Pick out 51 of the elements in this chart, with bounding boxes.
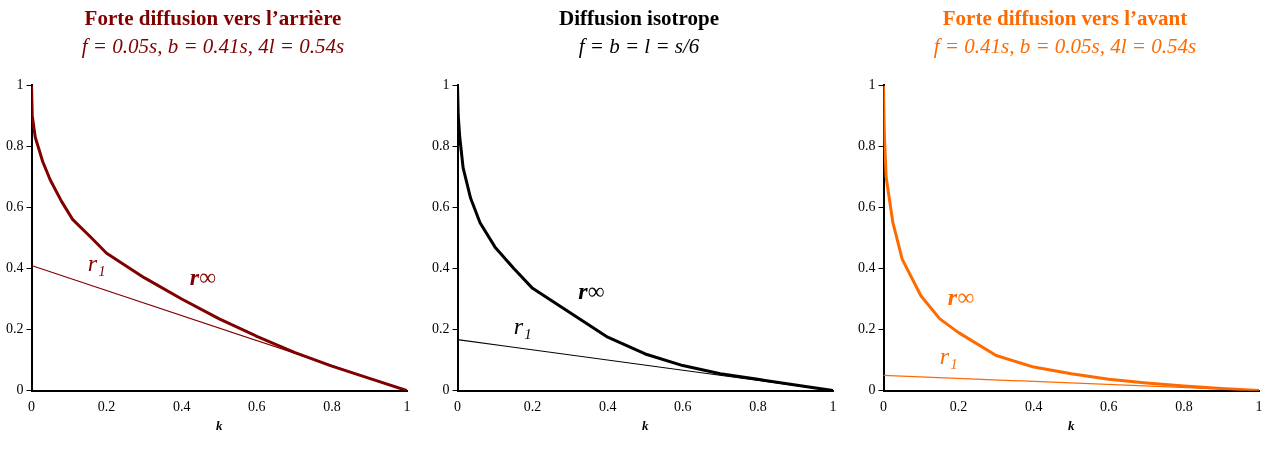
x-tick-label: 1 xyxy=(829,398,837,414)
x-tick-label: 0.8 xyxy=(1175,398,1193,414)
y-tick-label: 0.2 xyxy=(858,321,876,337)
x-tick-label: 0 xyxy=(28,398,35,414)
chart-title: Forte diffusion vers l’arrière xyxy=(84,6,342,32)
chart-subtitle: f = 0.41s, b = 0.05s, 4l = 0.54s xyxy=(933,34,1197,60)
series-label: r∞ xyxy=(578,277,605,304)
x-tick-label: 0.4 xyxy=(598,398,617,414)
x-axis-title: k xyxy=(216,417,223,433)
x-tick-label: 1 xyxy=(1255,398,1263,414)
y-tick-label: 0.8 xyxy=(432,138,450,154)
series-label: r₁ xyxy=(87,249,106,276)
series-label: r∞ xyxy=(189,264,217,291)
series-label: r₁ xyxy=(513,312,532,339)
y-tick-label: 0.6 xyxy=(432,199,450,215)
x-tick-label: 0.8 xyxy=(749,398,767,414)
x-tick-label: 0.2 xyxy=(949,398,968,414)
chart-subtitle: f = b = l = s/6 xyxy=(578,34,700,60)
y-tick-label: 0.6 xyxy=(858,199,876,215)
y-tick-label: 1 xyxy=(442,77,450,93)
chart-title: Forte diffusion vers l’avant xyxy=(942,6,1188,32)
x-axis-title: k xyxy=(642,417,649,433)
x-tick-label: 0.6 xyxy=(1100,398,1118,414)
y-tick-label: 0 xyxy=(16,382,24,398)
chart-title: Diffusion isotrope xyxy=(558,6,720,32)
x-tick-label: 0 xyxy=(454,398,461,414)
x-tick-label: 0.2 xyxy=(523,398,542,414)
y-tick-label: 0.8 xyxy=(858,138,876,154)
y-tick-label: 1 xyxy=(16,77,24,93)
x-tick-label: 0.8 xyxy=(323,398,341,414)
y-tick-label: 0.4 xyxy=(858,260,876,276)
x-tick-label: 0.6 xyxy=(248,398,266,414)
y-tick-label: 0.8 xyxy=(6,138,24,154)
y-tick-label: 0.4 xyxy=(432,260,450,276)
x-tick-label: 0.2 xyxy=(97,398,116,414)
y-tick-label: 0.6 xyxy=(6,199,24,215)
series-label: r₁ xyxy=(939,342,958,369)
y-tick-label: 0.2 xyxy=(6,321,24,337)
x-tick-label: 0.6 xyxy=(674,398,692,414)
x-tick-label: 0.4 xyxy=(172,398,191,414)
y-tick-label: 1 xyxy=(868,77,876,93)
y-tick-label: 0.2 xyxy=(432,321,450,337)
x-tick-label: 0.4 xyxy=(1024,398,1043,414)
x-tick-label: 0 xyxy=(880,398,887,414)
y-tick-label: 0.4 xyxy=(6,260,24,276)
x-axis-title: k xyxy=(1068,417,1075,433)
chart-subtitle: f = 0.05s, b = 0.41s, 4l = 0.54s xyxy=(81,34,345,60)
x-tick-label: 1 xyxy=(403,398,411,414)
series-label: r∞ xyxy=(947,284,975,311)
y-tick-label: 0 xyxy=(442,382,450,398)
y-tick-label: 0 xyxy=(868,382,876,398)
